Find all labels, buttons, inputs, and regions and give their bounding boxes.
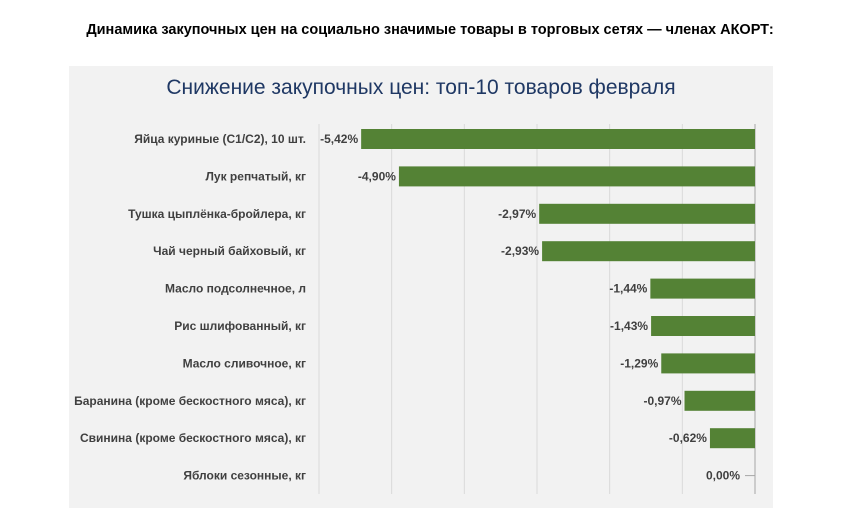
category-label: Чай черный байховый, кг: [153, 244, 306, 258]
bar-layer: [361, 129, 755, 477]
category-label: Лук репчатый, кг: [206, 169, 307, 183]
value-label: -0,62%: [669, 431, 707, 445]
value-label: -0,97%: [643, 394, 681, 408]
value-label: -2,97%: [498, 207, 536, 221]
value-label: -1,44%: [609, 282, 647, 296]
category-label: Яйца куриные (С1/С2), 10 шт.: [134, 132, 306, 146]
bar: [398, 166, 755, 187]
category-label: Свинина (кроме бескостного мяса), кг: [80, 431, 306, 445]
category-label: Масло подсолнечное, л: [165, 282, 306, 296]
value-label: 0,00%: [706, 469, 740, 483]
category-label: Баранина (кроме бескостного мяса), кг: [74, 394, 306, 408]
bar: [684, 390, 755, 411]
bar: [361, 129, 755, 149]
category-label: Яблоки сезонные, кг: [183, 469, 306, 483]
bar: [661, 353, 755, 374]
value-label: -2,93%: [501, 244, 539, 258]
category-label: Масло сливочное, кг: [183, 356, 306, 370]
value-label: -1,43%: [610, 319, 648, 333]
category-label: Тушка цыплёнка-бройлера, кг: [128, 207, 306, 221]
bar: [539, 203, 755, 224]
chart-title: Снижение закупочных цен: топ-10 товаров …: [166, 76, 676, 99]
bar: [651, 316, 755, 336]
bar: [709, 428, 755, 449]
bar-chart: Яйца куриные (С1/С2), 10 шт. -5,42% Лук ре…: [74, 124, 756, 494]
label-layer: Яйца куриные (С1/С2), 10 шт. -5,42% Лук ре…: [74, 132, 740, 483]
bar: [542, 241, 755, 262]
value-label: -4,90%: [358, 169, 396, 183]
bar: [650, 278, 755, 299]
category-label: Рис шлифованный, кг: [174, 319, 306, 333]
chart-panel: Снижение закупочных цен: топ-10 товаров …: [69, 66, 773, 508]
page-header: Динамика закупочных цен на социально зна…: [86, 22, 774, 38]
value-label: -1,29%: [620, 356, 658, 370]
value-label: -5,42%: [320, 132, 358, 146]
